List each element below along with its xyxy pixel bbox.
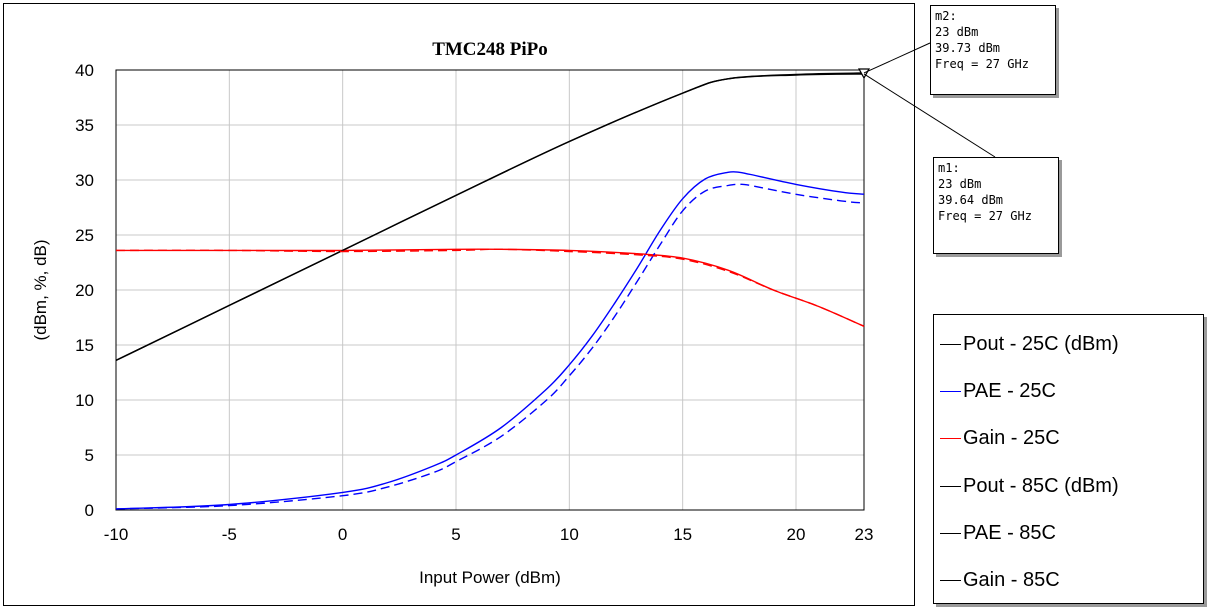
series-line xyxy=(115,171,865,510)
y-axis-label: (dBm, %, dB) xyxy=(31,239,50,340)
series-line xyxy=(115,183,865,510)
legend-label: Pout - 85C (dBm) xyxy=(963,474,1119,497)
y-tick-label: 25 xyxy=(75,226,94,245)
x-tick-label: 20 xyxy=(787,525,806,544)
x-axis-label: Input Power (dBm) xyxy=(419,568,561,587)
series-line xyxy=(115,72,865,362)
y-tick-label: 40 xyxy=(75,61,94,80)
series-line xyxy=(115,248,865,327)
y-tick-label: 10 xyxy=(75,391,94,410)
marker-m2-leader xyxy=(863,42,931,74)
marker-m1-leader xyxy=(863,73,996,158)
marker-frequency: Freq = 27 GHz xyxy=(938,209,1032,223)
series-line xyxy=(115,73,865,362)
legend-swatch xyxy=(940,343,961,345)
marker-x-value: 23 dBm xyxy=(938,177,982,191)
series-layer xyxy=(115,72,865,510)
grid xyxy=(116,70,864,510)
marker-label: m2: xyxy=(935,9,957,23)
marker-y-value: 39.64 dBm xyxy=(938,193,1004,207)
marker-m2-readout: m2: 23 dBm 39.73 dBm Freq = 27 GHz xyxy=(930,5,1056,95)
legend-item: Pout - 85C (dBm) xyxy=(940,471,1119,501)
y-tick-label: 20 xyxy=(75,281,94,300)
legend-item: PAE - 25C xyxy=(940,376,1056,406)
legend-label: Gain - 25C xyxy=(963,426,1060,449)
chart-title: TMC248 PiPo xyxy=(432,39,548,60)
legend-label: PAE - 25C xyxy=(963,379,1056,402)
marker-m2-triangle xyxy=(857,68,871,80)
x-tick-label: 15 xyxy=(673,525,692,544)
legend-item: Gain - 25C xyxy=(940,423,1060,453)
legend: Pout - 25C (dBm) PAE - 25C Gain - 25C Po… xyxy=(933,314,1204,604)
legend-item: Gain - 85C xyxy=(940,565,1060,595)
marker-label: m1: xyxy=(938,161,960,175)
x-tick-label: -10 xyxy=(104,525,129,544)
legend-swatch xyxy=(940,390,961,392)
marker-frequency: Freq = 27 GHz xyxy=(935,57,1029,71)
y-tick-label: 35 xyxy=(75,116,94,135)
x-tick-label: 0 xyxy=(338,525,347,544)
legend-item: Pout - 25C (dBm) xyxy=(940,329,1119,359)
marker-leaders xyxy=(857,42,996,158)
plot-area-border xyxy=(115,69,865,511)
y-tick-label: 0 xyxy=(85,501,94,520)
legend-swatch xyxy=(940,532,961,534)
x-tick-label: 10 xyxy=(560,525,579,544)
legend-swatch xyxy=(940,437,961,439)
y-tick-label: 5 xyxy=(85,446,94,465)
x-tick-label: 5 xyxy=(451,525,460,544)
legend-label: Pout - 25C (dBm) xyxy=(963,332,1119,355)
marker-m1-readout: m1: 23 dBm 39.64 dBm Freq = 27 GHz xyxy=(933,157,1059,254)
legend-swatch xyxy=(940,579,961,581)
legend-swatch xyxy=(940,485,961,487)
chart-frame xyxy=(3,3,915,606)
x-tick-label: -5 xyxy=(222,525,237,544)
legend-item: PAE - 85C xyxy=(940,518,1056,548)
legend-label: Gain - 85C xyxy=(963,568,1060,591)
marker-y-value: 39.73 dBm xyxy=(935,41,1001,55)
series-line xyxy=(115,248,865,327)
tick-labels: -10 -5 0 5 10 15 20 23 0 5 10 15 20 25 30 35 40 xyxy=(75,61,873,544)
legend-label: PAE - 85C xyxy=(963,521,1056,544)
x-tick-label: 23 xyxy=(855,525,874,544)
y-tick-label: 30 xyxy=(75,171,94,190)
y-tick-label: 15 xyxy=(75,336,94,355)
marker-x-value: 23 dBm xyxy=(935,25,979,39)
